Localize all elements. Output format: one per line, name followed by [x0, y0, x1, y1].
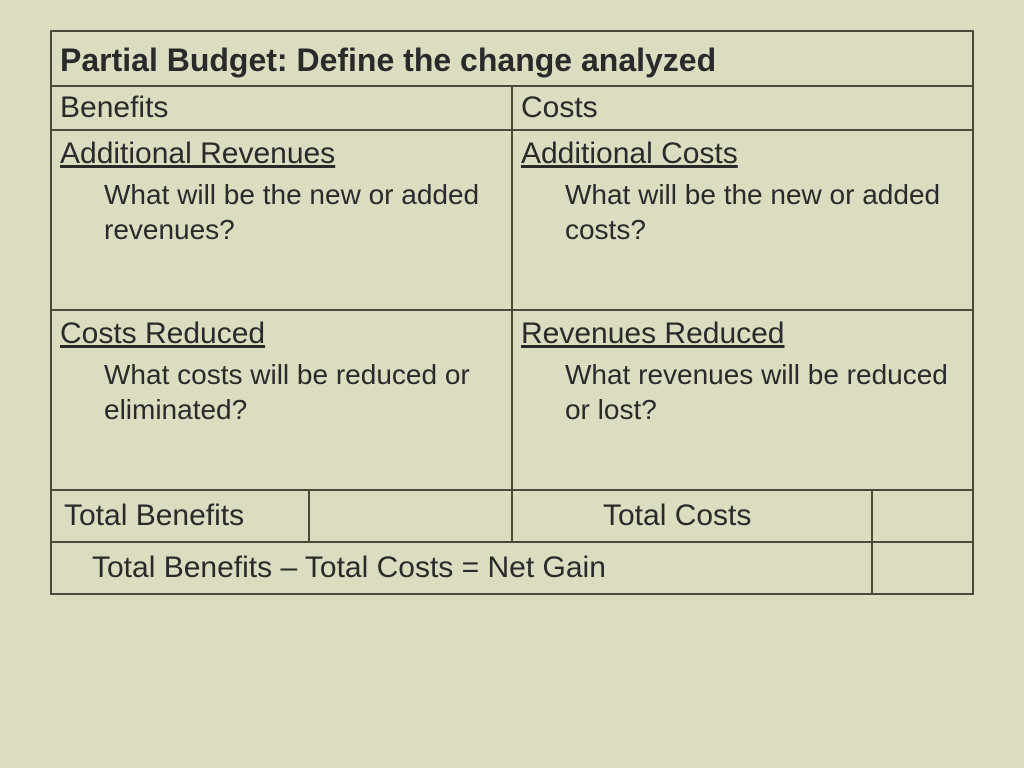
additional-revenues-question: What will be the new or added revenues? [60, 177, 503, 247]
table-title: Partial Budget: Define the change analyz… [51, 31, 973, 86]
revenues-reduced-heading: Revenues Reduced [521, 317, 964, 351]
revenues-reduced-cell: Revenues Reduced What revenues will be r… [512, 310, 973, 490]
revenues-reduced-question: What revenues will be reduced or lost? [521, 357, 964, 427]
total-benefits-label: Total Benefits [51, 490, 309, 542]
additional-revenues-cell: Additional Revenues What will be the new… [51, 130, 512, 310]
total-costs-value [872, 490, 973, 542]
additional-revenues-heading: Additional Revenues [60, 137, 503, 171]
reduced-row: Costs Reduced What costs will be reduced… [51, 310, 973, 490]
partial-budget-table: Partial Budget: Define the change analyz… [50, 30, 974, 595]
costs-reduced-heading: Costs Reduced [60, 317, 503, 351]
totals-row: Total Benefits Total Costs [51, 490, 973, 542]
additional-costs-question: What will be the new or added costs? [521, 177, 964, 247]
total-benefits-value [309, 490, 512, 542]
additional-row: Additional Revenues What will be the new… [51, 130, 973, 310]
net-gain-formula: Total Benefits – Total Costs = Net Gain [51, 542, 872, 594]
benefits-header: Benefits [51, 86, 512, 130]
costs-reduced-cell: Costs Reduced What costs will be reduced… [51, 310, 512, 490]
net-gain-value [872, 542, 973, 594]
costs-header: Costs [512, 86, 973, 130]
header-row: Benefits Costs [51, 86, 973, 130]
total-costs-label: Total Costs [512, 490, 872, 542]
net-gain-row: Total Benefits – Total Costs = Net Gain [51, 542, 973, 594]
additional-costs-heading: Additional Costs [521, 137, 964, 171]
costs-reduced-question: What costs will be reduced or eliminated… [60, 357, 503, 427]
title-row: Partial Budget: Define the change analyz… [51, 31, 973, 86]
additional-costs-cell: Additional Costs What will be the new or… [512, 130, 973, 310]
